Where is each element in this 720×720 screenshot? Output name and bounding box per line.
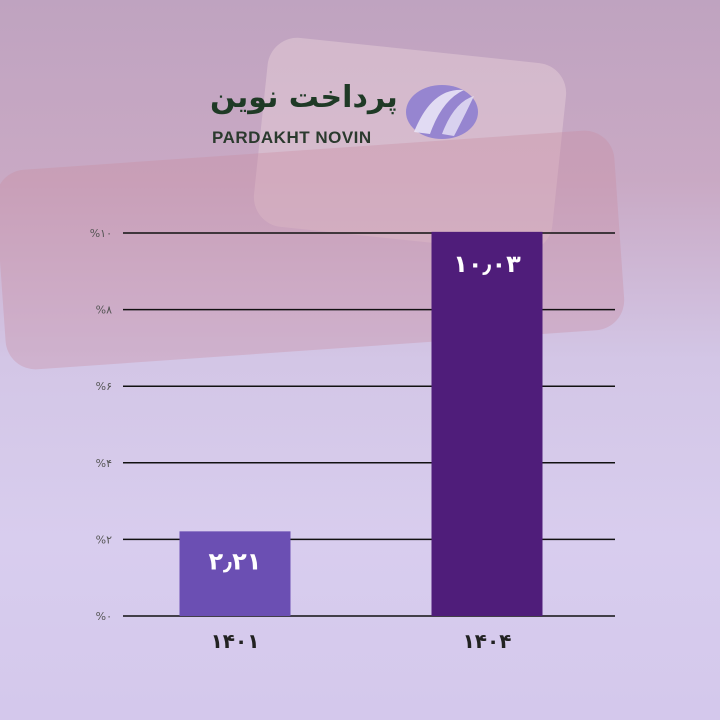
- data-label: ۲٫۲۱: [209, 547, 262, 575]
- bar: [431, 231, 543, 616]
- bar: [179, 531, 291, 616]
- y-tick-label: %۲: [96, 533, 112, 546]
- logo-text-en: PARDAKHT NOVIN: [212, 128, 372, 147]
- y-tick-label: %۴: [96, 457, 112, 470]
- y-tick-label: %۰: [96, 610, 112, 623]
- x-tick-label: ۱۴۰۴: [463, 629, 512, 653]
- logo-emblem-icon: [406, 85, 478, 139]
- y-tick-label: %۶: [96, 380, 112, 393]
- y-tick-label: %۱۰: [90, 227, 112, 240]
- data-label: ۱۰٫۰۳: [453, 250, 521, 278]
- y-tick-label: %۸: [96, 304, 112, 317]
- logo-text-fa: پرداخت نوین: [210, 80, 398, 115]
- x-tick-label: ۱۴۰۱: [211, 629, 260, 653]
